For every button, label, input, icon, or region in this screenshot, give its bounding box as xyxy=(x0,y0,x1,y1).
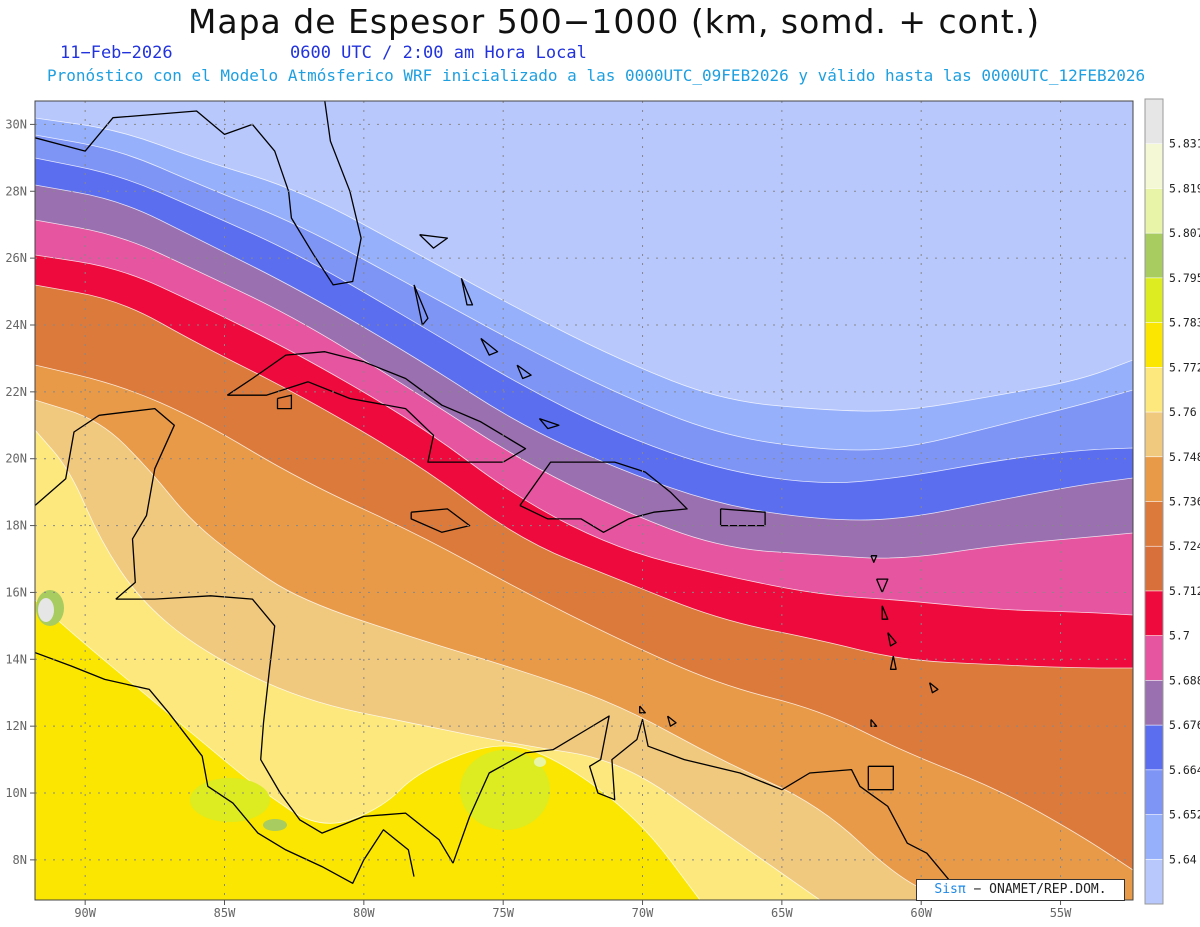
lat-label: 26N xyxy=(5,251,27,265)
legend-swatch xyxy=(1144,277,1164,324)
longitude-labels: 90W 85W 80W 75W 70W 65W 60W 55W xyxy=(74,900,1072,920)
lon-label: 90W xyxy=(74,906,96,920)
legend-label: 5.772 xyxy=(1169,360,1200,374)
coastline-25 xyxy=(666,715,677,727)
legend-label: 5.831 xyxy=(1169,137,1200,151)
legend-swatch xyxy=(1144,232,1164,279)
coastline-6 xyxy=(35,407,175,600)
coastline-19 xyxy=(881,605,889,620)
lon-label: 65W xyxy=(771,906,793,920)
latitude-labels: 30N 28N 26N 24N 22N 20N 18N 16N 14N 12N 10N 8N xyxy=(5,117,35,867)
thickness-band-9 xyxy=(35,429,1133,900)
lon-label: 80W xyxy=(353,906,375,920)
legend-swatch xyxy=(1144,635,1164,682)
thickness-bands xyxy=(35,101,1133,900)
coastline-18 xyxy=(876,578,889,594)
legend-swatch xyxy=(1144,411,1164,458)
credit-box: Sisπ − ONAMET/REP.DOM. xyxy=(916,879,1125,901)
lon-label: 60W xyxy=(910,906,932,920)
coastline-15 xyxy=(516,364,532,380)
legend-swatch xyxy=(1144,814,1164,861)
legend-swatch xyxy=(1144,858,1164,905)
lat-label: 30N xyxy=(5,117,27,131)
coastline-16 xyxy=(538,417,560,430)
legend-label: 5.652 xyxy=(1169,808,1200,822)
lat-label: 18N xyxy=(5,519,27,533)
legend-swatch xyxy=(1144,322,1164,369)
legend-swatch xyxy=(1144,590,1164,637)
color-legend: 5.831 5.819 5.807 5.795 5.783 5.772 5.76 5.748 5… xyxy=(1144,98,1200,905)
legend-label: 5.76 xyxy=(1169,405,1197,419)
lat-label: 10N xyxy=(5,786,27,800)
legend-label: 5.712 xyxy=(1169,584,1200,598)
coastline-5 xyxy=(410,508,471,533)
lon-label: 55W xyxy=(1050,906,1072,920)
coastline-12 xyxy=(413,284,429,326)
legend-label: 5.748 xyxy=(1169,450,1200,464)
lat-label: 12N xyxy=(5,719,27,733)
coastline-9 xyxy=(452,715,956,888)
coastline-22 xyxy=(928,682,939,694)
coastline-20 xyxy=(887,632,897,647)
coastline-21 xyxy=(889,655,897,670)
band-patch-e xyxy=(38,598,54,622)
coastline-17 xyxy=(870,555,878,563)
map-frame xyxy=(34,100,1134,901)
lon-label: 75W xyxy=(492,906,514,920)
lon-label: 85W xyxy=(214,906,236,920)
legend-swatch xyxy=(1144,98,1164,145)
map-title: Mapa de Espesor 500−1000 (km, somd. + co… xyxy=(187,2,1041,41)
coastline-14 xyxy=(480,337,499,356)
coastlines xyxy=(35,101,956,888)
graticule xyxy=(35,101,1133,900)
lat-label: 8N xyxy=(13,853,27,867)
legend-label: 5.819 xyxy=(1169,181,1200,195)
legend-label: 5.783 xyxy=(1169,316,1200,330)
credit-text: − ONAMET/REP.DOM. xyxy=(973,882,1107,897)
band-patch-f xyxy=(534,757,546,767)
coastline-2 xyxy=(276,394,293,410)
coastline-1 xyxy=(226,351,527,463)
legend-label: 5.807 xyxy=(1169,226,1200,240)
coastline-11 xyxy=(419,234,449,249)
legend-label: 5.688 xyxy=(1169,673,1200,687)
legend-swatch xyxy=(1144,501,1164,548)
legend-label: 5.64 xyxy=(1169,852,1197,866)
forecast-date: 11−Feb−2026 xyxy=(60,43,173,63)
legend-frame xyxy=(1144,98,1164,905)
lat-label: 14N xyxy=(5,652,27,666)
lat-label: 20N xyxy=(5,452,27,466)
lat-label: 22N xyxy=(5,385,27,399)
legend-label: 5.676 xyxy=(1169,718,1200,732)
forecast-time: 0600 UTC / 2:00 am Hora Local xyxy=(290,43,587,63)
coastline-13 xyxy=(460,277,474,306)
legend-label: 5.736 xyxy=(1169,495,1200,509)
legend-swatch xyxy=(1144,456,1164,503)
coastline-10 xyxy=(867,765,894,791)
legend-swatch xyxy=(1144,680,1164,726)
sis-logo-text: Sisπ xyxy=(934,882,966,897)
legend-swatch xyxy=(1144,724,1164,771)
legend-swatch xyxy=(1144,545,1164,592)
coastline-3 xyxy=(519,461,688,533)
legend-label: 5.7 xyxy=(1169,629,1190,643)
legend-swatch xyxy=(1144,188,1164,234)
legend-swatch xyxy=(1144,769,1164,816)
legend-label: 5.795 xyxy=(1169,271,1200,285)
coastline-8 xyxy=(35,651,415,884)
lon-label: 70W xyxy=(632,906,654,920)
lat-label: 28N xyxy=(5,184,27,198)
lat-label: 16N xyxy=(5,585,27,599)
legend-label: 5.664 xyxy=(1169,763,1200,777)
legend-swatch xyxy=(1144,143,1164,190)
band-patch-c xyxy=(263,819,287,831)
legend-swatch xyxy=(1144,367,1164,413)
band-patch-a xyxy=(460,750,550,830)
lat-label: 24N xyxy=(5,318,27,332)
legend-label: 5.724 xyxy=(1169,539,1200,553)
model-description: Pronóstico con el Modelo Atmósferico WRF… xyxy=(47,66,1146,85)
coastline-24 xyxy=(639,705,646,714)
band-patch-b xyxy=(190,778,270,822)
